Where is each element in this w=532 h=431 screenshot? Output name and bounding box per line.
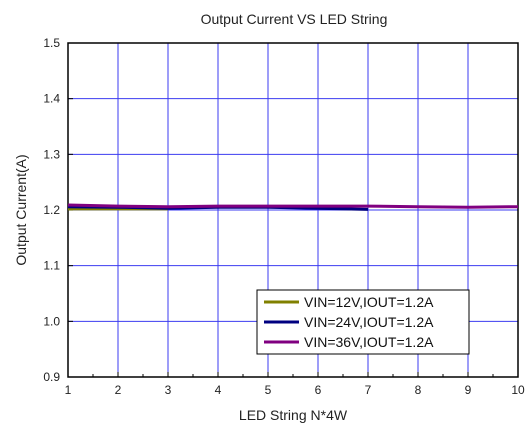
y-tick-label: 1.3 [43, 147, 60, 161]
y-tick-label: 1.2 [43, 203, 60, 217]
chart-title: Output Current VS LED String [201, 11, 388, 27]
x-tick-label: 2 [115, 383, 122, 397]
axis-ticks: 1 2 3 4 5 6 7 8 9 10 0.9 1.0 1.1 1.2 1.3 1.4 1.5 [43, 36, 525, 397]
x-tick-label: 6 [315, 383, 322, 397]
y-axis-label: Output Current(A) [13, 154, 29, 265]
x-tick-label: 1 [65, 383, 72, 397]
series-line-3 [67, 203, 519, 209]
y-tick-label: 1.1 [43, 259, 60, 273]
x-axis-label: LED String N*4W [239, 407, 348, 423]
x-tick-label: 7 [365, 383, 372, 397]
legend: VIN=12V,IOUT=1.2A VIN=24V,IOUT=1.2A VIN=36… [256, 289, 470, 355]
x-tick-label: 8 [415, 383, 422, 397]
y-tick-label: 1.4 [43, 92, 60, 106]
legend-label-2: VIN=24V,IOUT=1.2A [304, 314, 434, 330]
legend-label-3: VIN=36V,IOUT=1.2A [304, 334, 434, 350]
series-group [67, 203, 519, 211]
x-tick-label: 4 [215, 383, 222, 397]
y-tick-label: 1.0 [43, 314, 60, 328]
x-tick-label: 3 [165, 383, 172, 397]
x-tick-label: 5 [265, 383, 272, 397]
legend-label-1: VIN=12V,IOUT=1.2A [304, 294, 434, 310]
x-tick-label: 10 [511, 383, 525, 397]
x-tick-label: 9 [465, 383, 472, 397]
y-tick-label: 0.9 [43, 370, 60, 384]
y-tick-label: 1.5 [43, 36, 60, 50]
